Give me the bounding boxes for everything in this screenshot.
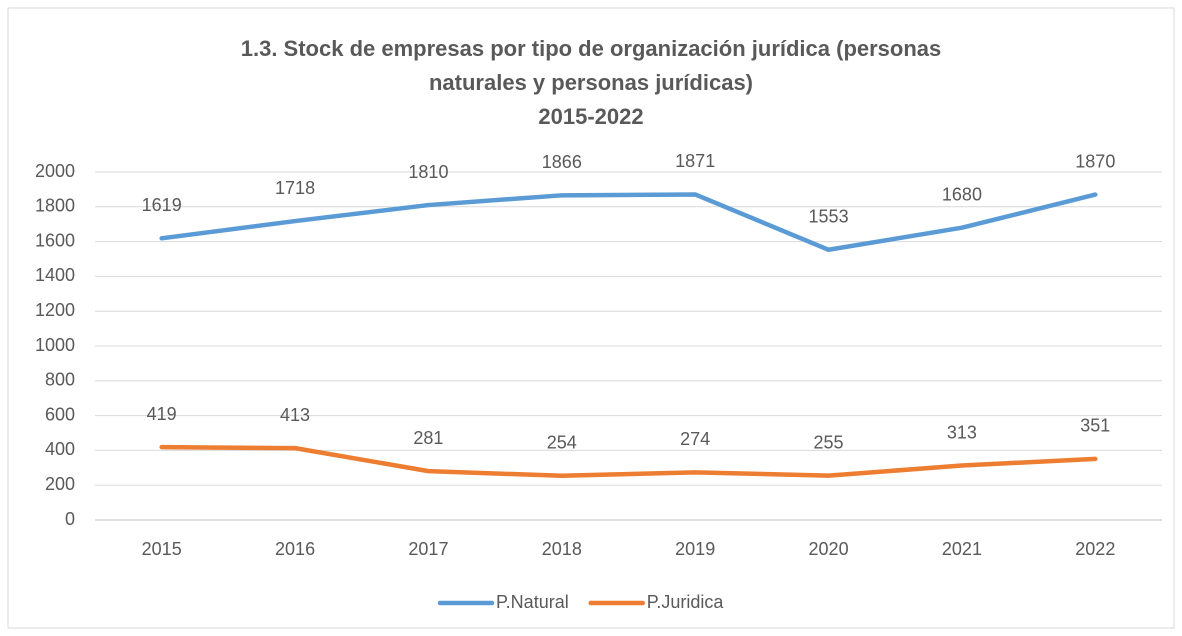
x-tick-label: 2019	[675, 539, 715, 559]
data-label: 313	[947, 422, 977, 442]
y-tick-label: 0	[65, 509, 75, 529]
x-tick-label: 2016	[275, 539, 315, 559]
y-tick-label: 600	[45, 404, 75, 424]
chart-title: naturales y personas jurídicas)	[429, 70, 753, 95]
data-label: 255	[814, 432, 844, 452]
data-label: 1871	[675, 151, 715, 171]
data-label: 274	[680, 429, 710, 449]
data-label: 1866	[542, 152, 582, 172]
y-tick-label: 400	[45, 439, 75, 459]
data-label: 1870	[1075, 151, 1115, 171]
chart-title: 2015-2022	[538, 104, 643, 129]
y-tick-label: 1400	[35, 265, 75, 285]
y-tick-label: 1200	[35, 300, 75, 320]
x-tick-label: 2022	[1075, 539, 1115, 559]
y-tick-label: 1800	[35, 196, 75, 216]
data-label: 1619	[142, 195, 182, 215]
data-label: 351	[1080, 416, 1110, 436]
data-label: 281	[413, 428, 443, 448]
y-tick-label: 2000	[35, 161, 75, 181]
chart-border	[7, 7, 1175, 629]
series-line	[159, 192, 1098, 253]
data-label: 1718	[275, 178, 315, 198]
data-label: 413	[280, 405, 310, 425]
data-label: 419	[147, 404, 177, 424]
x-tick-label: 2018	[542, 539, 582, 559]
x-tick-label: 2021	[942, 539, 982, 559]
data-label: 1810	[408, 162, 448, 182]
chart-title: 1.3. Stock de empresas por tipo de organ…	[241, 36, 942, 61]
data-label: 1680	[942, 184, 982, 204]
x-tick-label: 2017	[408, 539, 448, 559]
legend-label: P.Juridica	[647, 592, 725, 612]
legend-label: P.Natural	[496, 592, 569, 612]
y-tick-label: 1600	[35, 230, 75, 250]
data-label: 254	[547, 433, 577, 453]
data-label: 1553	[809, 207, 849, 227]
x-tick-label: 2020	[809, 539, 849, 559]
series-line	[159, 444, 1098, 479]
y-tick-label: 1000	[35, 335, 75, 355]
x-tick-label: 2015	[142, 539, 182, 559]
y-tick-label: 200	[45, 474, 75, 494]
y-tick-label: 800	[45, 370, 75, 390]
